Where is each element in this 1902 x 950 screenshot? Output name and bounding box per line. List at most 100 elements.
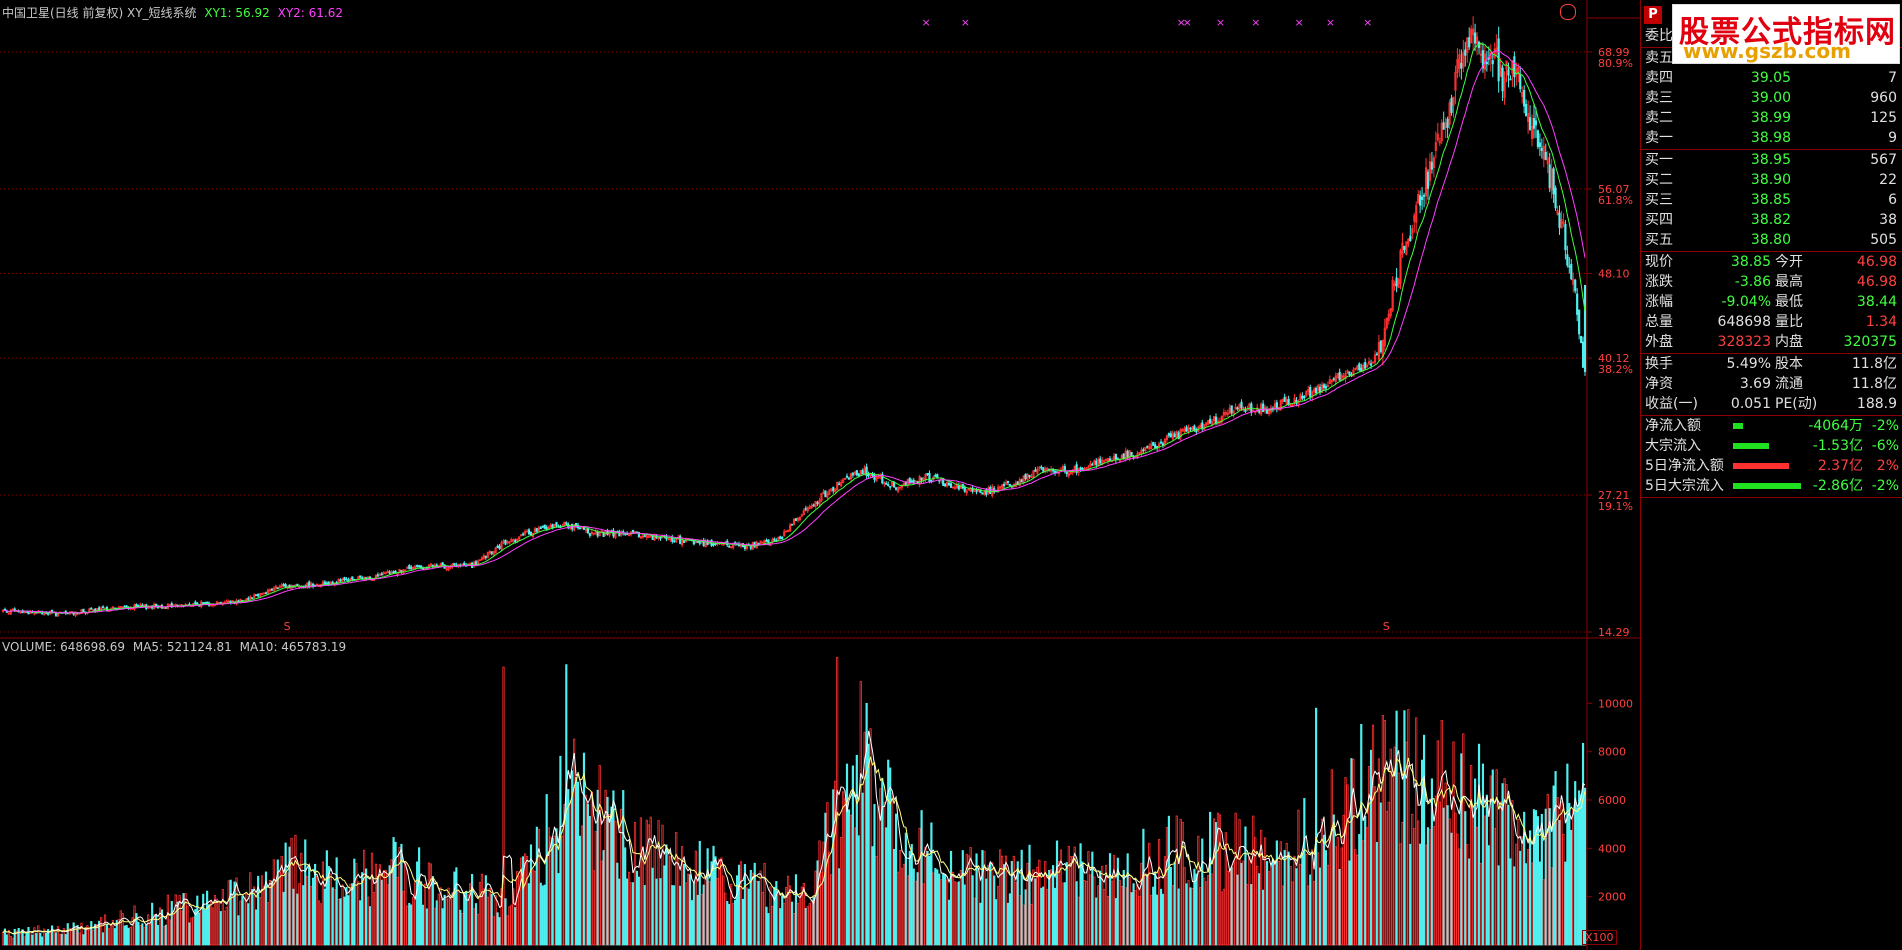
candle-body bbox=[388, 571, 391, 574]
volume-bar bbox=[947, 899, 951, 946]
candle-body bbox=[1397, 279, 1400, 289]
candle-body bbox=[555, 522, 558, 526]
candle-body bbox=[1422, 194, 1426, 197]
volume-bar bbox=[1014, 881, 1017, 946]
volume-bar bbox=[1309, 874, 1312, 946]
volume-bar bbox=[1521, 836, 1524, 946]
volume-bar bbox=[690, 900, 694, 946]
info-label-1: 换手 bbox=[1645, 356, 1673, 372]
volume-bar bbox=[934, 868, 937, 946]
volume-bar bbox=[525, 855, 529, 946]
fund-flow-value: -4064万 bbox=[1808, 418, 1863, 434]
volume-bar bbox=[1562, 833, 1565, 946]
volume-bar bbox=[1328, 835, 1331, 946]
volume-bar bbox=[1570, 829, 1573, 946]
volume-bar bbox=[759, 870, 762, 946]
candle-body bbox=[1513, 56, 1516, 78]
candle-body bbox=[500, 542, 503, 550]
volume-bar bbox=[1297, 809, 1300, 946]
buy-level-label: 买四 bbox=[1645, 212, 1673, 228]
volume-bar bbox=[337, 898, 340, 946]
volume-bar bbox=[280, 856, 283, 946]
volume-tick-label: 6000 bbox=[1598, 794, 1626, 807]
candle-body bbox=[881, 473, 884, 484]
volume-bar bbox=[969, 847, 972, 946]
volume-bar bbox=[27, 926, 30, 946]
volume-bar bbox=[769, 886, 772, 946]
candle-body bbox=[484, 555, 487, 558]
candle-body bbox=[1103, 460, 1106, 463]
volume-bar bbox=[1513, 866, 1516, 946]
volume-bar bbox=[378, 864, 381, 946]
volume-bar bbox=[237, 915, 240, 946]
volume-bar bbox=[537, 828, 540, 946]
volume-bar bbox=[1177, 888, 1180, 946]
candle-body bbox=[1034, 469, 1037, 472]
candle-body bbox=[525, 530, 529, 533]
volume-bar bbox=[590, 791, 593, 946]
volume-bar bbox=[129, 927, 132, 946]
candle-body bbox=[1313, 388, 1316, 393]
volume-bar bbox=[94, 923, 97, 946]
volume-bar bbox=[926, 850, 929, 946]
candle-body bbox=[529, 531, 533, 536]
volume-bar bbox=[716, 877, 719, 946]
volume-bar bbox=[628, 871, 631, 946]
volume-bar bbox=[382, 870, 385, 946]
volume-bar bbox=[1210, 873, 1214, 946]
volume-bar bbox=[329, 873, 332, 946]
volume-bar bbox=[700, 893, 703, 946]
candle-body bbox=[412, 566, 415, 569]
candle-body bbox=[946, 482, 949, 487]
volume-bar bbox=[999, 849, 1002, 946]
volume-bar bbox=[313, 863, 317, 946]
volume-bar bbox=[400, 843, 403, 946]
volume-bar bbox=[465, 890, 468, 946]
volume-bar bbox=[1232, 861, 1235, 946]
volume-bar bbox=[1138, 896, 1141, 946]
stat-label-2: 内盘 bbox=[1775, 334, 1803, 350]
volume-bar bbox=[333, 889, 336, 946]
p-badge-icon[interactable]: P bbox=[1644, 6, 1662, 24]
candle-body bbox=[1326, 385, 1329, 387]
volume-bar bbox=[323, 888, 326, 946]
candle-body bbox=[225, 600, 228, 603]
candle-body bbox=[1574, 279, 1577, 292]
info-row: 换手 5.49% 股本 11.8亿 bbox=[1641, 354, 1902, 374]
chart-settings-icon[interactable] bbox=[1560, 4, 1576, 20]
kline-chart-area[interactable]: 68.99 80.9% 56.07 61.8% 48.10 40.12 38.2% 27.21… bbox=[0, 0, 1640, 950]
stats-row: 总量 648698 量比 1.34 bbox=[1641, 312, 1902, 332]
candle-body bbox=[1210, 420, 1214, 425]
volume-bar bbox=[1501, 783, 1504, 946]
volume-bar bbox=[386, 884, 389, 946]
volume-bar bbox=[828, 851, 831, 946]
volume-bar bbox=[1554, 771, 1557, 946]
candle-body bbox=[673, 540, 676, 543]
volume-bar bbox=[1411, 813, 1414, 946]
volume-bar bbox=[1344, 777, 1347, 946]
volume-bar bbox=[270, 880, 273, 946]
volume-bar bbox=[288, 846, 291, 946]
volume-bar bbox=[1046, 889, 1049, 946]
volume-bar bbox=[196, 895, 199, 946]
volume-bar bbox=[151, 902, 154, 946]
volume-bar bbox=[863, 731, 866, 946]
volume-bar bbox=[1209, 811, 1212, 946]
candle-body bbox=[997, 486, 1000, 493]
volume-bar bbox=[1061, 882, 1064, 946]
volume-bar bbox=[353, 858, 356, 946]
candle-body bbox=[1558, 212, 1561, 228]
volume-bar bbox=[343, 896, 346, 946]
volume-bar bbox=[494, 895, 497, 946]
volume-bar bbox=[1491, 769, 1494, 946]
volume-bar bbox=[1546, 793, 1549, 946]
candle-body bbox=[1146, 445, 1149, 448]
volume-bar bbox=[702, 884, 705, 946]
candle-body bbox=[1222, 411, 1225, 416]
volume-bar bbox=[1515, 843, 1518, 946]
volume-bar bbox=[1377, 758, 1381, 946]
price-tick-label: 40.12 bbox=[1598, 352, 1630, 365]
fund-flow-row: 大宗流入 -1.53亿 -6% bbox=[1641, 436, 1902, 456]
volume-bar bbox=[1124, 887, 1127, 946]
